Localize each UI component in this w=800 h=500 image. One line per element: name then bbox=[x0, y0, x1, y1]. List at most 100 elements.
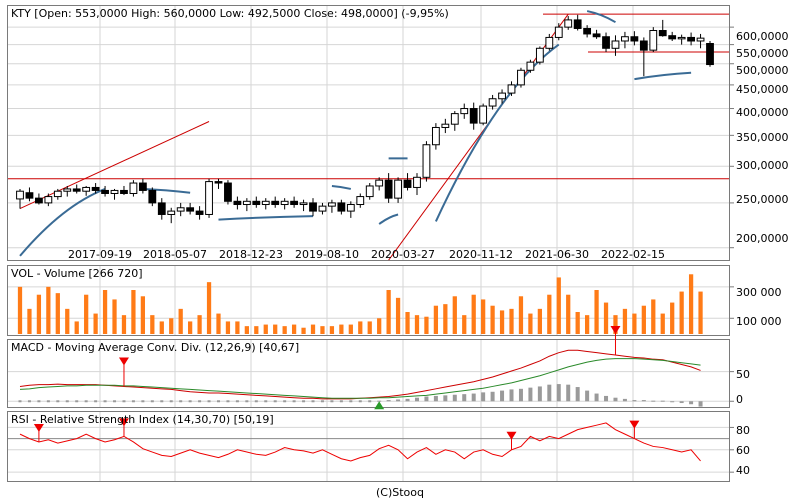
price-y-tick-label: 600,0000 bbox=[736, 30, 789, 43]
macd-histogram-bar bbox=[339, 400, 343, 403]
volume-bar bbox=[651, 299, 656, 334]
sell-signal-marker bbox=[629, 420, 640, 429]
volume-bar bbox=[197, 315, 202, 334]
candle-body bbox=[573, 19, 582, 29]
volume-bar bbox=[46, 286, 51, 334]
candle-body bbox=[16, 190, 24, 200]
candle-body bbox=[82, 186, 91, 192]
macd-histogram-bar bbox=[698, 401, 703, 407]
candle-body bbox=[365, 185, 374, 198]
volume-bar bbox=[443, 304, 448, 334]
volume-bar bbox=[159, 321, 164, 334]
volume-panel-frame bbox=[7, 265, 730, 336]
macd-histogram-bar bbox=[622, 398, 627, 402]
volume-bar bbox=[424, 316, 429, 334]
candle-body bbox=[535, 47, 544, 63]
candle-body bbox=[517, 69, 525, 86]
volume-bar bbox=[282, 326, 287, 334]
rsi-y-tick-label: 60 bbox=[736, 444, 750, 457]
candle-body bbox=[507, 84, 516, 94]
price-y-tick-label: 450,0000 bbox=[736, 83, 789, 96]
macd-histogram-bar bbox=[273, 400, 277, 403]
macd-histogram-bar bbox=[150, 400, 154, 403]
macd-histogram-bar bbox=[368, 400, 372, 403]
macd-histogram-bar bbox=[84, 400, 88, 403]
macd-histogram-bar bbox=[198, 400, 202, 403]
volume-bar bbox=[414, 315, 420, 334]
macd-histogram-bar bbox=[113, 400, 117, 403]
candle-body bbox=[545, 36, 554, 49]
candle-body bbox=[328, 202, 336, 207]
macd-histogram-bar bbox=[528, 387, 533, 402]
candle-body bbox=[658, 30, 667, 37]
volume-bar bbox=[688, 274, 694, 334]
candle-body bbox=[356, 196, 365, 206]
candle-body bbox=[299, 202, 308, 206]
macd-histogram-bar bbox=[500, 390, 505, 402]
volume-bar bbox=[36, 294, 42, 334]
macd-histogram-bar bbox=[94, 400, 98, 403]
macd-histogram-bar bbox=[670, 401, 675, 403]
volume-bar bbox=[566, 294, 571, 334]
macd-histogram-bar bbox=[481, 392, 486, 402]
volume-bar bbox=[169, 318, 174, 334]
macd-histogram-bar bbox=[604, 395, 609, 402]
volume-bar bbox=[291, 324, 297, 334]
candle-body bbox=[460, 108, 469, 115]
price-panel-frame bbox=[7, 5, 730, 261]
signal-line bbox=[19, 358, 701, 399]
volume-bar bbox=[178, 308, 183, 334]
macd-histogram-bar bbox=[292, 400, 296, 403]
price-y-tick-label: 250,0000 bbox=[736, 193, 789, 206]
candle-body bbox=[441, 123, 450, 128]
band-curve bbox=[434, 43, 560, 222]
macd-histogram-bar bbox=[349, 400, 353, 403]
macd-histogram-bar bbox=[585, 390, 590, 402]
candle-body bbox=[630, 36, 639, 42]
candle-body bbox=[498, 92, 506, 100]
macd-histogram-bar bbox=[556, 384, 561, 402]
volume-bar bbox=[206, 282, 212, 334]
price-y-tick-label: 500,0000 bbox=[736, 64, 789, 77]
volume-bar bbox=[395, 297, 401, 334]
macd-histogram-bar bbox=[566, 384, 571, 402]
macd-histogram-bar bbox=[131, 400, 135, 403]
candle-body bbox=[413, 176, 421, 188]
volume-bar bbox=[150, 315, 155, 334]
price-y-tick-label: 350,0000 bbox=[736, 131, 789, 144]
volume-bar bbox=[320, 326, 325, 334]
candle-body bbox=[72, 188, 81, 192]
candle-body bbox=[639, 40, 648, 51]
candle-body bbox=[280, 200, 289, 206]
volume-bar bbox=[594, 290, 599, 334]
candle-body bbox=[148, 189, 157, 204]
buy-signal-marker bbox=[374, 401, 385, 410]
sell-signal-marker bbox=[118, 357, 129, 366]
sell-signal-marker bbox=[610, 326, 621, 335]
macd-histogram-bar bbox=[641, 400, 646, 402]
macd-histogram-bar bbox=[75, 400, 79, 403]
macd-histogram-bar bbox=[188, 400, 192, 403]
price-y-tick-label: 300,0000 bbox=[736, 159, 789, 172]
volume-bar bbox=[499, 310, 505, 334]
macd-histogram-bar bbox=[65, 400, 69, 403]
trend-line bbox=[19, 121, 210, 210]
macd-histogram-bar bbox=[160, 400, 164, 403]
volume-bar bbox=[613, 315, 618, 334]
macd-histogram-bar bbox=[509, 389, 514, 402]
price-y-tick-label: 550,0000 bbox=[736, 47, 789, 60]
macd-histogram-bar bbox=[235, 400, 239, 403]
macd-histogram-bar bbox=[179, 400, 183, 403]
candle-body bbox=[25, 192, 34, 199]
volume-bar bbox=[84, 294, 89, 334]
price-panel-title: KTY [Open: 553,0000 High: 560,0000 Low: … bbox=[11, 7, 449, 20]
macd-histogram-bar bbox=[302, 400, 306, 403]
volume-bar bbox=[433, 305, 439, 334]
x-tick-label: 2019-08-10 bbox=[295, 248, 359, 261]
candle-body bbox=[214, 181, 223, 184]
candle-body bbox=[53, 190, 62, 198]
volume-bar bbox=[462, 315, 467, 334]
volume-bar bbox=[74, 321, 79, 334]
candle-body bbox=[554, 26, 563, 38]
candle-body bbox=[110, 189, 119, 194]
